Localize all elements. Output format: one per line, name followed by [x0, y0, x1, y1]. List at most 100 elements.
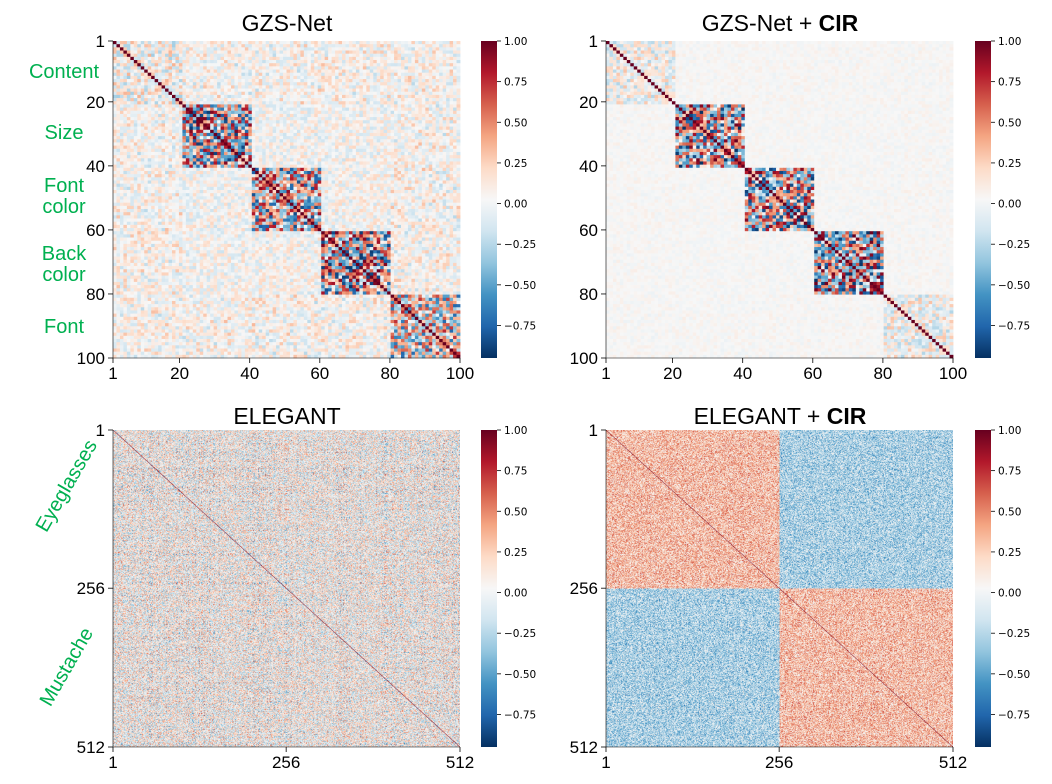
heatmap-cell — [318, 92, 322, 96]
heatmap-cell — [259, 51, 263, 55]
heatmap-cell — [436, 44, 440, 48]
heatmap-cell — [304, 63, 308, 67]
heatmap-cell — [266, 60, 270, 64]
heatmap-cell — [259, 101, 263, 105]
heatmap-cell — [450, 95, 454, 99]
heatmap-cell — [446, 63, 450, 67]
heatmap-cell — [189, 66, 193, 70]
heatmap-cell — [349, 70, 353, 74]
heatmap-cell — [349, 89, 353, 93]
heatmap-cell — [141, 70, 145, 74]
heatmap-cell — [349, 54, 353, 58]
heatmap-cell — [311, 76, 315, 80]
heatmap-cell — [300, 41, 304, 45]
heatmap-cell — [217, 92, 221, 96]
heatmap-cell — [332, 82, 336, 86]
heatmap-cell — [425, 95, 429, 99]
heatmap-cell — [137, 63, 141, 67]
heatmap-cell — [342, 85, 346, 89]
heatmap-cell — [422, 76, 426, 80]
heatmap-cell — [311, 73, 315, 77]
heatmap-cell — [304, 51, 308, 55]
heatmap-cell — [248, 82, 252, 86]
heatmap-cell — [248, 95, 252, 99]
heatmap-cell — [432, 41, 436, 45]
heatmap-cell — [175, 76, 179, 80]
heatmap-cell — [228, 101, 232, 105]
heatmap-cell — [297, 82, 301, 86]
heatmap-cell — [200, 70, 204, 74]
heatmap-cell — [283, 76, 287, 80]
heatmap-cell — [238, 63, 242, 67]
heatmap-cell — [165, 60, 169, 64]
heatmap-cell — [120, 92, 124, 96]
heatmap-cell — [411, 76, 415, 80]
heatmap-cell — [179, 108, 183, 112]
heatmap-cell — [245, 63, 249, 67]
heatmap-cell — [137, 73, 141, 77]
heatmap-cell — [127, 73, 131, 77]
heatmap-cell — [116, 101, 120, 105]
heatmap-cell — [137, 79, 141, 83]
heatmap-cell — [314, 57, 318, 61]
heatmap-cell — [311, 66, 315, 70]
heatmap-cell — [221, 73, 225, 77]
heatmap-cell — [429, 79, 433, 83]
heatmap-cell — [151, 101, 155, 105]
heatmap-cell — [439, 89, 443, 93]
heatmap-cell — [134, 108, 138, 112]
heatmap-cell — [356, 63, 360, 67]
heatmap-cell — [169, 101, 173, 105]
heatmap-cell — [366, 54, 370, 58]
heatmap-cell — [214, 47, 218, 51]
heatmap-cell — [342, 92, 346, 96]
heatmap-cell — [370, 51, 374, 55]
heatmap-cell — [221, 76, 225, 80]
heatmap-cell — [162, 82, 166, 86]
heatmap-cell — [418, 57, 422, 61]
heatmap-cell — [120, 108, 124, 112]
heatmap-cell — [162, 95, 166, 99]
heatmap-cell — [325, 82, 329, 86]
heatmap-cell — [175, 95, 179, 99]
heatmap-cell — [352, 89, 356, 93]
heatmap-cell — [186, 44, 190, 48]
heatmap-cell — [318, 63, 322, 67]
heatmap-cell — [120, 44, 124, 48]
heatmap-cell — [196, 54, 200, 58]
heatmap-cell — [165, 63, 169, 67]
heatmap-cell — [325, 57, 329, 61]
heatmap-cell — [255, 101, 259, 105]
heatmap-cell — [221, 98, 225, 102]
heatmap-cell — [196, 44, 200, 48]
heatmap-cell — [339, 60, 343, 64]
heatmap-cell — [169, 92, 173, 96]
heatmap-cell — [443, 51, 447, 55]
heatmap-cell — [311, 104, 315, 108]
heatmap-cell — [356, 82, 360, 86]
heatmap-cell — [453, 54, 457, 58]
heatmap-cell — [287, 63, 291, 67]
heatmap-cell — [259, 104, 263, 108]
heatmap-cell — [377, 60, 381, 64]
heatmap-cell — [123, 79, 127, 83]
heatmap-cell — [384, 82, 388, 86]
heatmap-cell — [155, 63, 159, 67]
heatmap-cell — [175, 60, 179, 64]
heatmap-cell — [325, 101, 329, 105]
heatmap-cell — [293, 47, 297, 51]
figure: GZS-Net 1 20 40 60 80 1001204060801001.000.75… — [0, 0, 1052, 784]
heatmap-cell — [245, 82, 249, 86]
heatmap-cell — [155, 89, 159, 93]
heatmap-cell — [221, 89, 225, 93]
heatmap-cell — [349, 63, 353, 67]
heatmap-cell — [363, 66, 367, 70]
heatmap-cell — [314, 95, 318, 99]
heatmap-cell — [339, 95, 343, 99]
heatmap-cell — [252, 82, 256, 86]
heatmap-cell — [280, 63, 284, 67]
heatmap-cell — [373, 44, 377, 48]
heatmap-cell — [401, 54, 405, 58]
heatmap-cell — [443, 89, 447, 93]
heatmap-cell — [144, 76, 148, 80]
